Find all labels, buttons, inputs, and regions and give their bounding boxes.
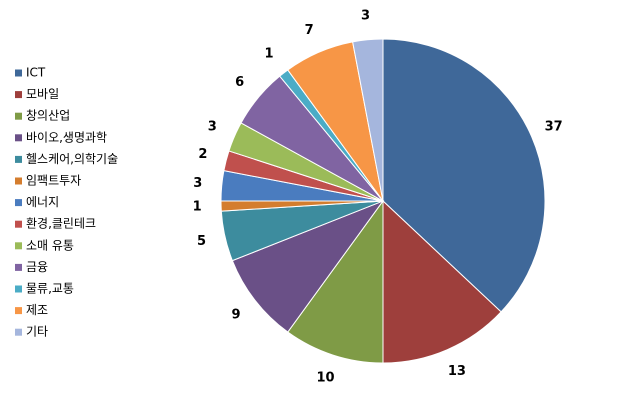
legend-swatch	[15, 285, 22, 293]
legend-swatch	[15, 307, 22, 315]
legend-swatch	[15, 242, 22, 250]
legend-label: 헬스케어,의학기술	[26, 152, 118, 166]
legend-swatch	[15, 91, 22, 99]
data-label: 37	[545, 120, 563, 135]
data-label: 6	[235, 75, 244, 90]
legend-label: 바이오,생명과학	[26, 130, 107, 144]
legend-label: ICT	[26, 66, 46, 80]
data-label: 13	[448, 364, 466, 379]
legend-label: 창의산업	[26, 109, 70, 123]
pie-slice	[382, 199, 502, 364]
legend-swatch	[15, 328, 22, 336]
pie-slice	[231, 199, 385, 333]
pie-slice	[382, 38, 546, 313]
legend-label: 제조	[26, 303, 48, 317]
data-label: 5	[197, 234, 206, 249]
legend-swatch	[15, 199, 22, 207]
legend-swatch	[15, 177, 22, 185]
legend-label: 환경,클린테크	[26, 217, 96, 231]
data-label: 2	[198, 147, 207, 162]
data-label: 10	[316, 370, 334, 385]
legend-swatch	[15, 112, 22, 120]
data-label: 9	[232, 308, 241, 323]
pie-slice	[287, 199, 384, 364]
data-label: 3	[193, 176, 202, 191]
legend-swatch	[15, 263, 22, 271]
legend-label: 모바일	[26, 87, 59, 101]
data-label: 3	[361, 8, 370, 23]
legend-label: 임팩트투자	[26, 174, 81, 188]
legend-label: 소매 유통	[26, 238, 74, 252]
legend-swatch	[15, 220, 22, 228]
data-label: 1	[193, 199, 202, 214]
legend-label: 기타	[26, 325, 48, 339]
data-label: 3	[208, 120, 217, 135]
legend-swatch	[15, 134, 22, 142]
data-label: 7	[305, 23, 314, 38]
legend-label: 금융	[26, 260, 48, 274]
legend-swatch	[15, 155, 22, 163]
legend-label: 물류,교통	[26, 282, 74, 296]
data-label: 1	[264, 47, 273, 62]
legend-swatch	[15, 69, 22, 77]
legend-label: 에너지	[26, 195, 59, 209]
pie-slice	[352, 38, 384, 202]
